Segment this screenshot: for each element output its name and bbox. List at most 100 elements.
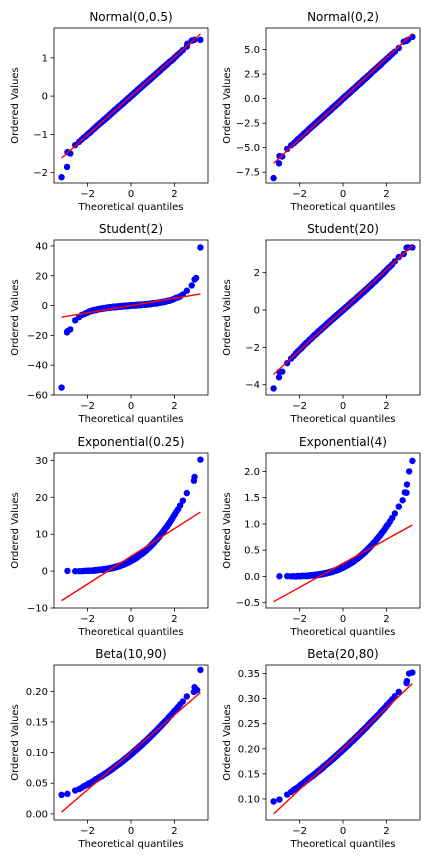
data-point xyxy=(67,326,74,333)
y-tick-label: 20 xyxy=(35,493,48,504)
y-tick-label: 2.5 xyxy=(244,70,260,81)
y-tick-label: 0.10 xyxy=(238,794,260,805)
data-points xyxy=(58,666,204,799)
y-tick-label: 1.5 xyxy=(244,493,260,504)
y-tick-label: 0.0 xyxy=(244,94,260,105)
y-tick-label: 0.0 xyxy=(244,572,260,583)
data-point xyxy=(284,359,291,367)
y-axis-label: Ordered Values xyxy=(222,279,233,356)
x-tick-label: −2 xyxy=(80,614,95,625)
subplot-title: Student(2) xyxy=(99,222,163,236)
y-tick-label: 2 xyxy=(254,268,260,279)
y-tick-label: 0.30 xyxy=(238,694,260,705)
y-axis-label: Ordered Values xyxy=(10,67,21,144)
y-tick-label: 0 xyxy=(42,301,48,312)
y-tick-label: 30 xyxy=(35,456,48,467)
data-point xyxy=(192,274,200,282)
data-point xyxy=(270,798,277,805)
y-tick-label: −2.5 xyxy=(236,119,260,130)
subplot-3: Student(2)−2 0 2−60−40−2002040Theoretical … xyxy=(10,222,209,425)
x-tick-label: 2 xyxy=(383,614,389,625)
x-tick-label: −2 xyxy=(80,401,95,412)
y-tick-label: 0.10 xyxy=(26,748,48,759)
data-point xyxy=(401,489,409,496)
x-tick-label: 0 xyxy=(340,401,346,412)
y-tick-label: −7.5 xyxy=(236,168,260,179)
data-point xyxy=(188,282,195,289)
fit-line xyxy=(273,245,413,375)
x-axis-label: Theoretical quantiles xyxy=(77,627,183,638)
plot-frame xyxy=(53,452,209,609)
data-point xyxy=(409,457,416,465)
x-tick-label: 2 xyxy=(171,614,177,625)
plot-frame xyxy=(53,664,209,821)
y-tick-label: −5.0 xyxy=(236,143,260,154)
y-tick-label: 20 xyxy=(35,271,48,282)
fit-line xyxy=(61,33,201,159)
x-tick-label: 0 xyxy=(128,614,134,625)
data-point xyxy=(58,174,65,181)
y-tick-label: 40 xyxy=(35,241,48,252)
data-point xyxy=(403,481,411,488)
data-point xyxy=(395,688,402,696)
data-point xyxy=(395,253,402,261)
y-tick-label: −2 xyxy=(33,168,48,179)
y-tick-label: −4 xyxy=(245,380,260,391)
data-point xyxy=(190,477,198,484)
y-axis-label: Ordered Values xyxy=(222,67,233,144)
subplot-6: Exponential(4) −2 0 2 −0.5 0.0 0.5 1.0 1.5 2.0 The… xyxy=(222,435,421,638)
subplot-4: Student(20) −2 0 2 −4 −2 0 2 Theoretical quantil… xyxy=(222,222,421,425)
subplot-7: Beta(10,90) −2 0 2 0.00 0.05 0.10 0.15 0.20 Theor… xyxy=(10,647,209,850)
subplot-1: Normal(0,0.5) −2 0 2 −2 −1 0 1 Theoretical quant… xyxy=(10,10,209,213)
x-axis-label: Theoretical quantiles xyxy=(289,627,395,638)
fit-line xyxy=(61,511,201,602)
data-point xyxy=(197,36,204,44)
data-point xyxy=(176,502,184,509)
y-tick-label: 10 xyxy=(35,530,48,541)
x-tick-label: −2 xyxy=(292,401,307,412)
data-point xyxy=(64,790,71,798)
data-point xyxy=(409,669,416,676)
y-tick-label: −60 xyxy=(27,391,48,402)
x-axis-label: Theoretical quantiles xyxy=(77,202,183,213)
subplot-title: Normal(0,2) xyxy=(307,10,379,24)
y-tick-label: −10 xyxy=(27,604,48,615)
y-tick-label: 0.35 xyxy=(238,669,260,680)
x-tick-label: −2 xyxy=(292,614,307,625)
data-point xyxy=(275,160,283,167)
data-points xyxy=(58,244,204,391)
y-tick-label: 0.15 xyxy=(238,769,260,780)
x-tick-label: 2 xyxy=(171,189,177,200)
x-tick-label: 0 xyxy=(128,189,134,200)
fit-line xyxy=(273,524,413,603)
x-tick-label: 0 xyxy=(340,826,346,837)
y-tick-label: −2 xyxy=(245,343,260,354)
x-axis-label: Theoretical quantiles xyxy=(289,202,395,213)
y-axis-label: Ordered Values xyxy=(222,704,233,781)
x-axis-label: Theoretical quantiles xyxy=(77,414,183,425)
subplot-title: Exponential(4) xyxy=(299,435,387,449)
data-point xyxy=(279,153,286,160)
data-point xyxy=(279,368,286,375)
y-axis-label: Ordered Values xyxy=(10,492,21,569)
y-tick-label: 0.15 xyxy=(26,717,48,728)
y-tick-label: 1 xyxy=(42,53,48,64)
data-point xyxy=(270,174,277,182)
data-point xyxy=(270,385,277,392)
data-point xyxy=(183,489,190,497)
data-point xyxy=(409,244,416,251)
x-tick-label: −2 xyxy=(292,189,307,200)
y-tick-label: −20 xyxy=(27,331,48,342)
x-tick-label: 2 xyxy=(171,401,177,412)
subplot-8: Beta(20,80) −2 0 2 0.10 0.15 0.20 0.25 0.30 0.35 T… xyxy=(222,647,421,850)
plot-frame xyxy=(265,452,421,609)
x-tick-label: 0 xyxy=(340,189,346,200)
data-point xyxy=(275,374,283,381)
subplot-title: Beta(10,90) xyxy=(95,647,166,661)
x-tick-label: 2 xyxy=(383,401,389,412)
data-point xyxy=(183,693,190,700)
x-tick-label: −2 xyxy=(80,826,95,837)
data-point xyxy=(58,791,65,799)
y-tick-label: 2.0 xyxy=(244,467,260,478)
